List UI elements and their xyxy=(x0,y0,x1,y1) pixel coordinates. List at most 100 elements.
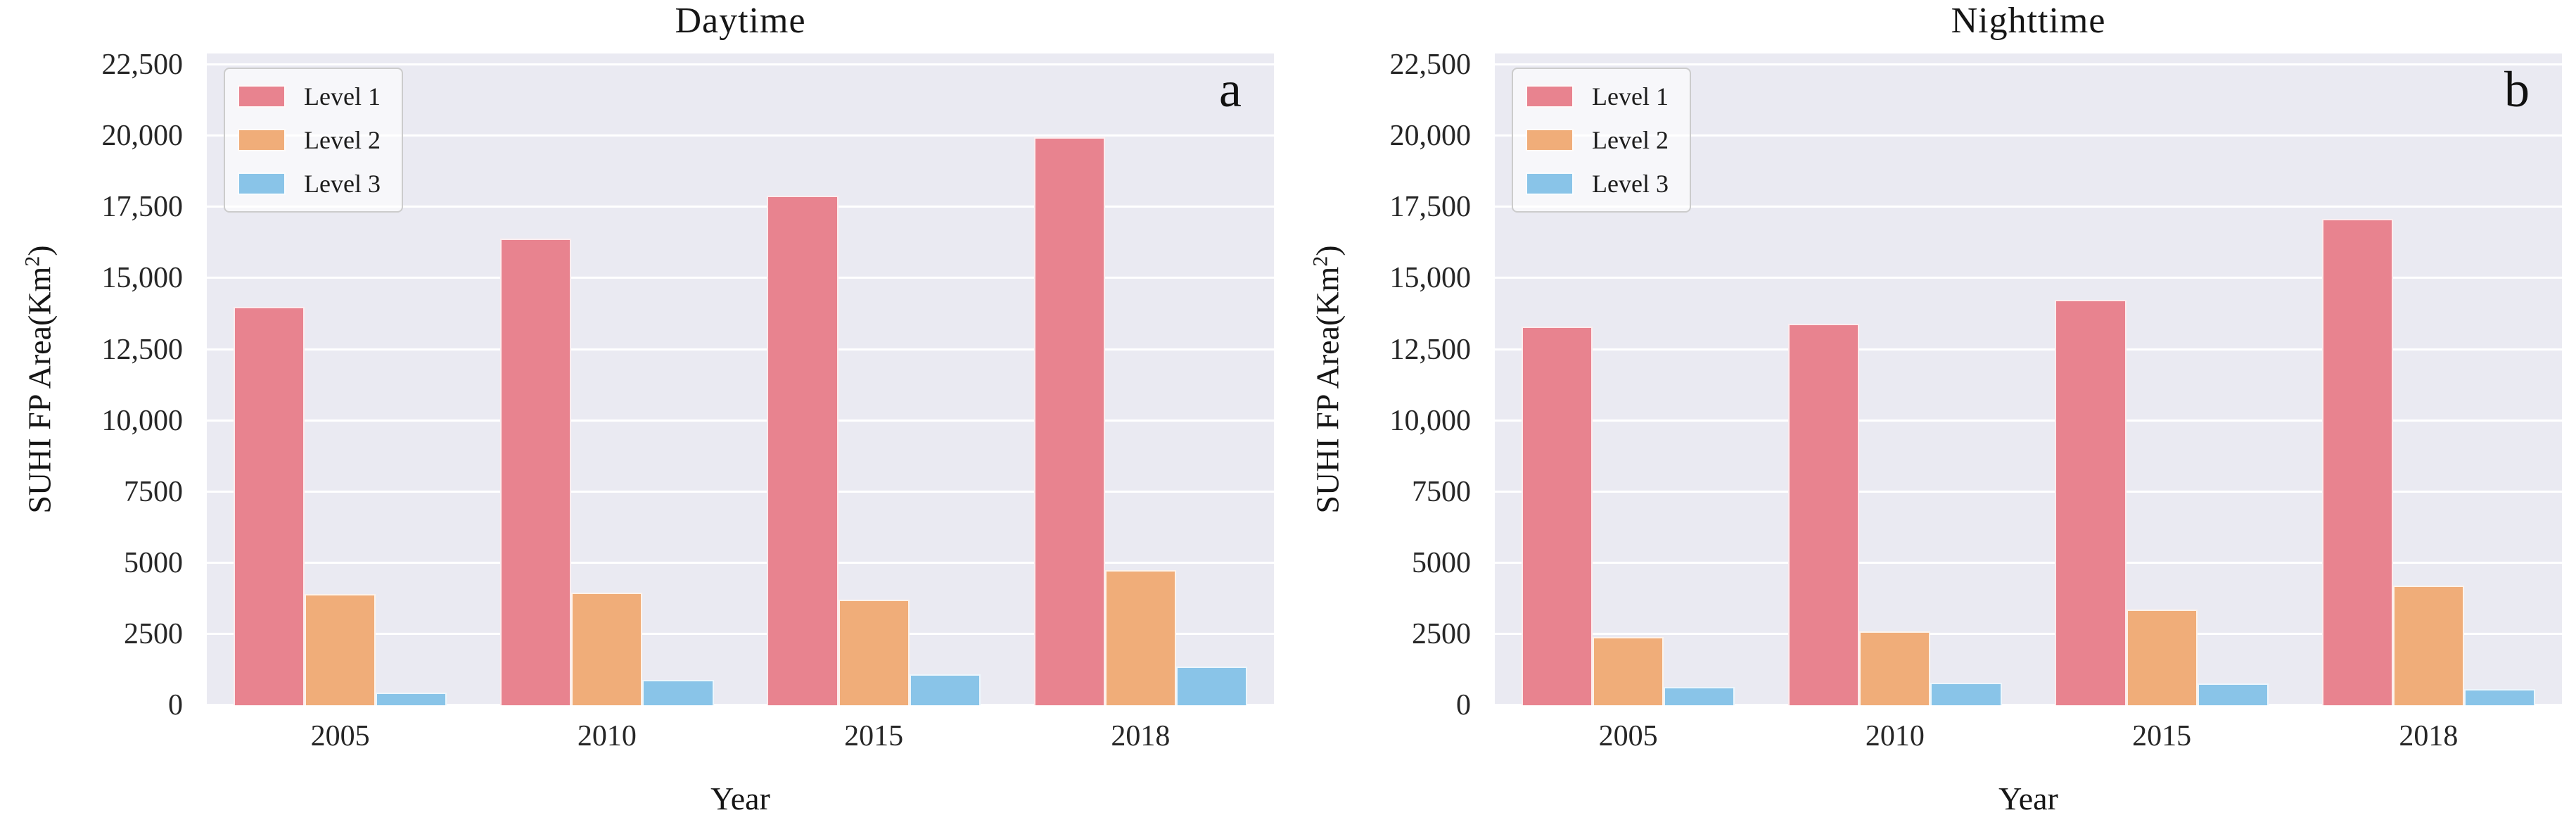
bar-level-3-2018 xyxy=(1175,667,1248,705)
y-tick-label: 2500 xyxy=(1412,617,1471,650)
panel-letter: b xyxy=(2504,61,2530,118)
y-tick-label: 7500 xyxy=(124,475,183,508)
chart-title: Nighttime xyxy=(1951,1,2106,41)
y-tick-label: 0 xyxy=(1456,689,1471,721)
gridline xyxy=(207,490,1274,493)
y-tick-label: 10,000 xyxy=(101,404,184,437)
legend-label: Level 3 xyxy=(1592,170,1669,198)
legend: Level 1 Level 2 Level 3 xyxy=(1512,68,1691,213)
x-tick-label: 2015 xyxy=(844,720,904,752)
bar-level-1-2005 xyxy=(1521,327,1593,705)
legend-row: Level 1 xyxy=(1526,82,1669,111)
bar-level-2-2010 xyxy=(1859,631,1931,705)
bar-level-1-2010 xyxy=(1788,324,1860,705)
legend-swatch-level-3 xyxy=(1526,172,1574,195)
x-tick-label: 2018 xyxy=(2399,720,2459,752)
bar-level-2-2015 xyxy=(2126,609,2198,705)
bar-level-2-2018 xyxy=(1104,569,1176,705)
daytime-panel: Daytime SUHI FP Area(Km2) Level 1 Level 2… xyxy=(0,1,1274,816)
legend-label: Level 1 xyxy=(1592,82,1669,111)
y-tick-label: 7500 xyxy=(1412,475,1471,508)
gridline xyxy=(1495,348,2562,351)
x-tick-label: 2005 xyxy=(310,720,370,752)
y-tick-label: 10,000 xyxy=(1389,404,1472,437)
x-tick-label: 2010 xyxy=(1865,720,1925,752)
gridline xyxy=(1495,134,2562,137)
panel-letter: a xyxy=(1219,61,1242,118)
legend-row: Level 3 xyxy=(238,169,381,198)
y-tick-label: 20,000 xyxy=(101,120,184,153)
legend-label: Level 2 xyxy=(304,126,381,154)
x-tick-label: 2015 xyxy=(2132,720,2192,752)
bar-level-1-2010 xyxy=(500,238,572,705)
legend: Level 1 Level 2 Level 3 xyxy=(224,68,403,213)
x-axis-ticks: 2005 2010 2015 2018 xyxy=(207,719,1274,759)
bar-level-1-2015 xyxy=(767,196,839,705)
y-tick-label: 12,500 xyxy=(1389,333,1472,366)
bar-level-3-2015 xyxy=(909,674,981,705)
y-tick-label: 20,000 xyxy=(1389,120,1472,153)
bar-level-3-2018 xyxy=(2463,688,2536,705)
gridline xyxy=(207,561,1274,564)
legend-swatch-level-3 xyxy=(238,172,286,195)
bar-level-2-2010 xyxy=(571,593,643,705)
gridline xyxy=(207,348,1274,351)
bar-level-2-2005 xyxy=(1593,636,1664,705)
y-tick-label: 2500 xyxy=(124,617,183,650)
legend-swatch-level-1 xyxy=(238,85,286,108)
bar-level-1-2005 xyxy=(233,306,305,705)
bar-level-3-2005 xyxy=(376,692,447,705)
x-tick-label: 2010 xyxy=(577,720,637,752)
y-tick-label: 5000 xyxy=(1412,546,1471,579)
plot-area: Level 1 Level 2 Level 3 a xyxy=(207,53,1274,706)
y-tick-label: 12,500 xyxy=(101,333,184,366)
gridline xyxy=(1495,632,2562,635)
bar-level-1-2018 xyxy=(2321,218,2393,705)
legend-label: Level 3 xyxy=(304,170,381,198)
y-axis-ticks: 0 2500 5000 7500 10,000 12,500 15,000 17,500 20,… xyxy=(1288,49,1472,721)
gridline xyxy=(207,632,1274,635)
legend-label: Level 2 xyxy=(1592,126,1669,154)
legend-row: Level 2 xyxy=(1526,125,1669,155)
gridline xyxy=(207,134,1274,137)
gridline xyxy=(1495,277,2562,279)
y-tick-label: 17,500 xyxy=(101,191,184,224)
plot-area: Level 1 Level 2 Level 3 b xyxy=(1495,53,2562,706)
bar-level-3-2010 xyxy=(1930,683,2002,705)
gridline xyxy=(1495,561,2562,564)
gridline xyxy=(1495,206,2562,208)
x-axis-ticks: 2005 2010 2015 2018 xyxy=(1495,719,2562,759)
y-tick-label: 22,500 xyxy=(101,49,184,82)
bar-level-2-2015 xyxy=(838,600,910,705)
bar-level-3-2005 xyxy=(1664,687,1735,705)
gridline xyxy=(1495,490,2562,493)
y-tick-label: 17,500 xyxy=(1389,191,1472,224)
y-axis-ticks: 0 2500 5000 7500 10,000 12,500 15,000 17,500 20,… xyxy=(0,49,184,721)
legend-row: Level 3 xyxy=(1526,169,1669,198)
bar-level-2-2018 xyxy=(2392,586,2464,705)
bar-level-3-2010 xyxy=(642,680,714,705)
legend-row: Level 2 xyxy=(238,125,381,155)
legend-label: Level 1 xyxy=(304,82,381,111)
gridline xyxy=(207,704,1274,706)
bar-level-2-2005 xyxy=(305,594,376,705)
x-tick-label: 2005 xyxy=(1598,720,1658,752)
y-tick-label: 15,000 xyxy=(101,262,184,295)
nighttime-panel: Nighttime SUHI FP Area(Km2) Level 1 Level… xyxy=(1288,0,2576,839)
legend-row: Level 1 xyxy=(238,82,381,111)
bar-level-3-2015 xyxy=(2197,683,2269,705)
gridline xyxy=(207,419,1274,422)
x-axis-label: Year xyxy=(1998,781,2058,816)
legend-swatch-level-2 xyxy=(1526,129,1574,151)
y-tick-label: 15,000 xyxy=(1389,262,1472,295)
legend-swatch-level-2 xyxy=(238,129,286,151)
gridline xyxy=(1495,419,2562,422)
gridline xyxy=(207,63,1274,66)
gridline xyxy=(1495,704,2562,706)
bar-level-1-2018 xyxy=(1033,137,1105,705)
y-tick-label: 0 xyxy=(168,689,183,721)
gridline xyxy=(1495,63,2562,66)
legend-swatch-level-1 xyxy=(1526,85,1574,108)
y-tick-label: 5000 xyxy=(124,546,183,579)
